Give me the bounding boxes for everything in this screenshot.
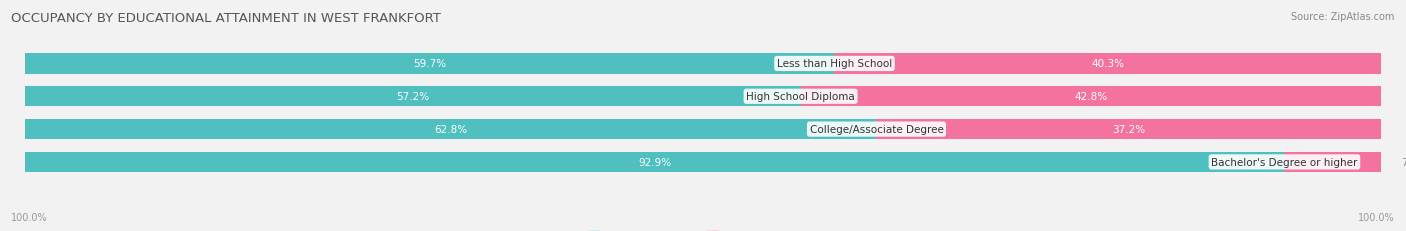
Text: High School Diploma: High School Diploma xyxy=(747,92,855,102)
Bar xyxy=(25,152,1381,172)
Text: Source: ZipAtlas.com: Source: ZipAtlas.com xyxy=(1291,12,1395,21)
Bar xyxy=(25,87,1381,107)
Text: 42.8%: 42.8% xyxy=(1074,92,1107,102)
Bar xyxy=(25,119,1381,140)
Text: 100.0%: 100.0% xyxy=(11,212,48,222)
Bar xyxy=(876,119,1381,140)
Text: 37.2%: 37.2% xyxy=(1112,125,1144,134)
Bar xyxy=(835,54,1381,74)
Text: 59.7%: 59.7% xyxy=(413,59,447,69)
Bar xyxy=(25,54,1381,74)
Bar xyxy=(835,54,1381,74)
Text: 57.2%: 57.2% xyxy=(396,92,429,102)
Bar xyxy=(25,87,1381,107)
Bar xyxy=(25,87,800,107)
Bar xyxy=(25,119,1381,140)
Text: College/Associate Degree: College/Associate Degree xyxy=(810,125,943,134)
Text: OCCUPANCY BY EDUCATIONAL ATTAINMENT IN WEST FRANKFORT: OCCUPANCY BY EDUCATIONAL ATTAINMENT IN W… xyxy=(11,12,441,24)
Text: 92.9%: 92.9% xyxy=(638,157,672,167)
Text: 7.1%: 7.1% xyxy=(1400,157,1406,167)
Bar xyxy=(25,54,1381,74)
Bar xyxy=(25,152,1381,172)
Bar xyxy=(876,119,1381,140)
Legend: Owner-occupied, Renter-occupied: Owner-occupied, Renter-occupied xyxy=(585,227,821,231)
Text: Less than High School: Less than High School xyxy=(778,59,891,69)
Bar xyxy=(25,119,876,140)
Bar xyxy=(1285,152,1381,172)
Bar xyxy=(1285,152,1381,172)
Bar xyxy=(25,54,835,74)
Text: 62.8%: 62.8% xyxy=(434,125,467,134)
Bar xyxy=(25,152,1285,172)
Text: Bachelor's Degree or higher: Bachelor's Degree or higher xyxy=(1212,157,1358,167)
Bar xyxy=(800,87,1381,107)
Bar xyxy=(800,87,1381,107)
Text: 40.3%: 40.3% xyxy=(1091,59,1123,69)
Text: 100.0%: 100.0% xyxy=(1358,212,1395,222)
